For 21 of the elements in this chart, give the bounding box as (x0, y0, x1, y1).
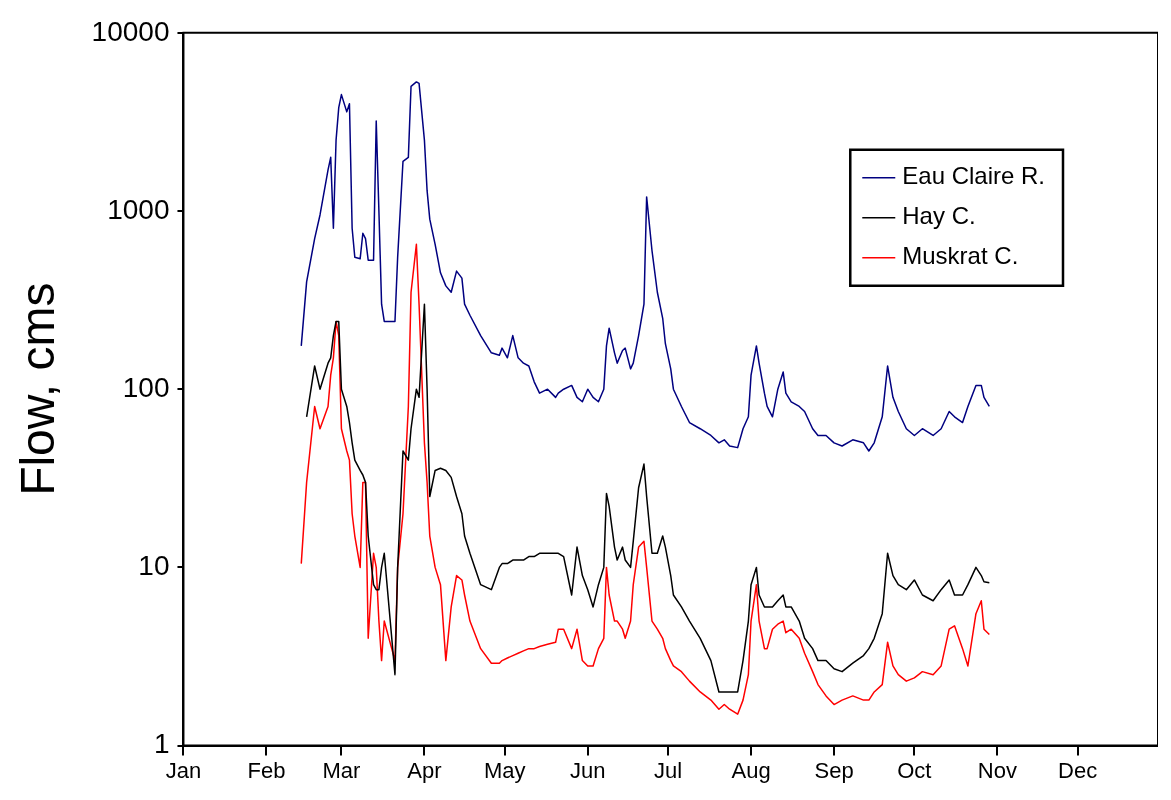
y-tick-label: 10000 (91, 15, 170, 47)
y-axis-title: Flow, cms (11, 282, 65, 496)
y-tick-label: 100 (122, 371, 170, 403)
x-tick-label: Sep (814, 757, 854, 783)
x-tick-label: Jul (653, 757, 683, 783)
x-tick-label: Nov (977, 757, 1017, 783)
legend-label: Hay C. (902, 202, 976, 230)
legend-label: Muskrat C. (902, 242, 1019, 270)
y-tick-label: 10 (138, 550, 170, 582)
x-tick-label: Feb (247, 757, 286, 783)
x-tick-label: Jan (165, 757, 202, 783)
legend-label: Eau Claire R. (902, 162, 1046, 190)
y-tick-label: 1 (153, 728, 170, 760)
x-tick-label: Aug (731, 757, 771, 783)
x-tick-label: Apr (407, 757, 442, 783)
x-tick-label: Oct (897, 757, 932, 783)
x-tick-label: Mar (322, 757, 361, 783)
x-tick-label: Dec (1058, 757, 1098, 783)
x-tick-label: May (483, 757, 526, 783)
x-tick-label: Jun (569, 757, 606, 783)
y-tick-label: 1000 (107, 193, 170, 225)
